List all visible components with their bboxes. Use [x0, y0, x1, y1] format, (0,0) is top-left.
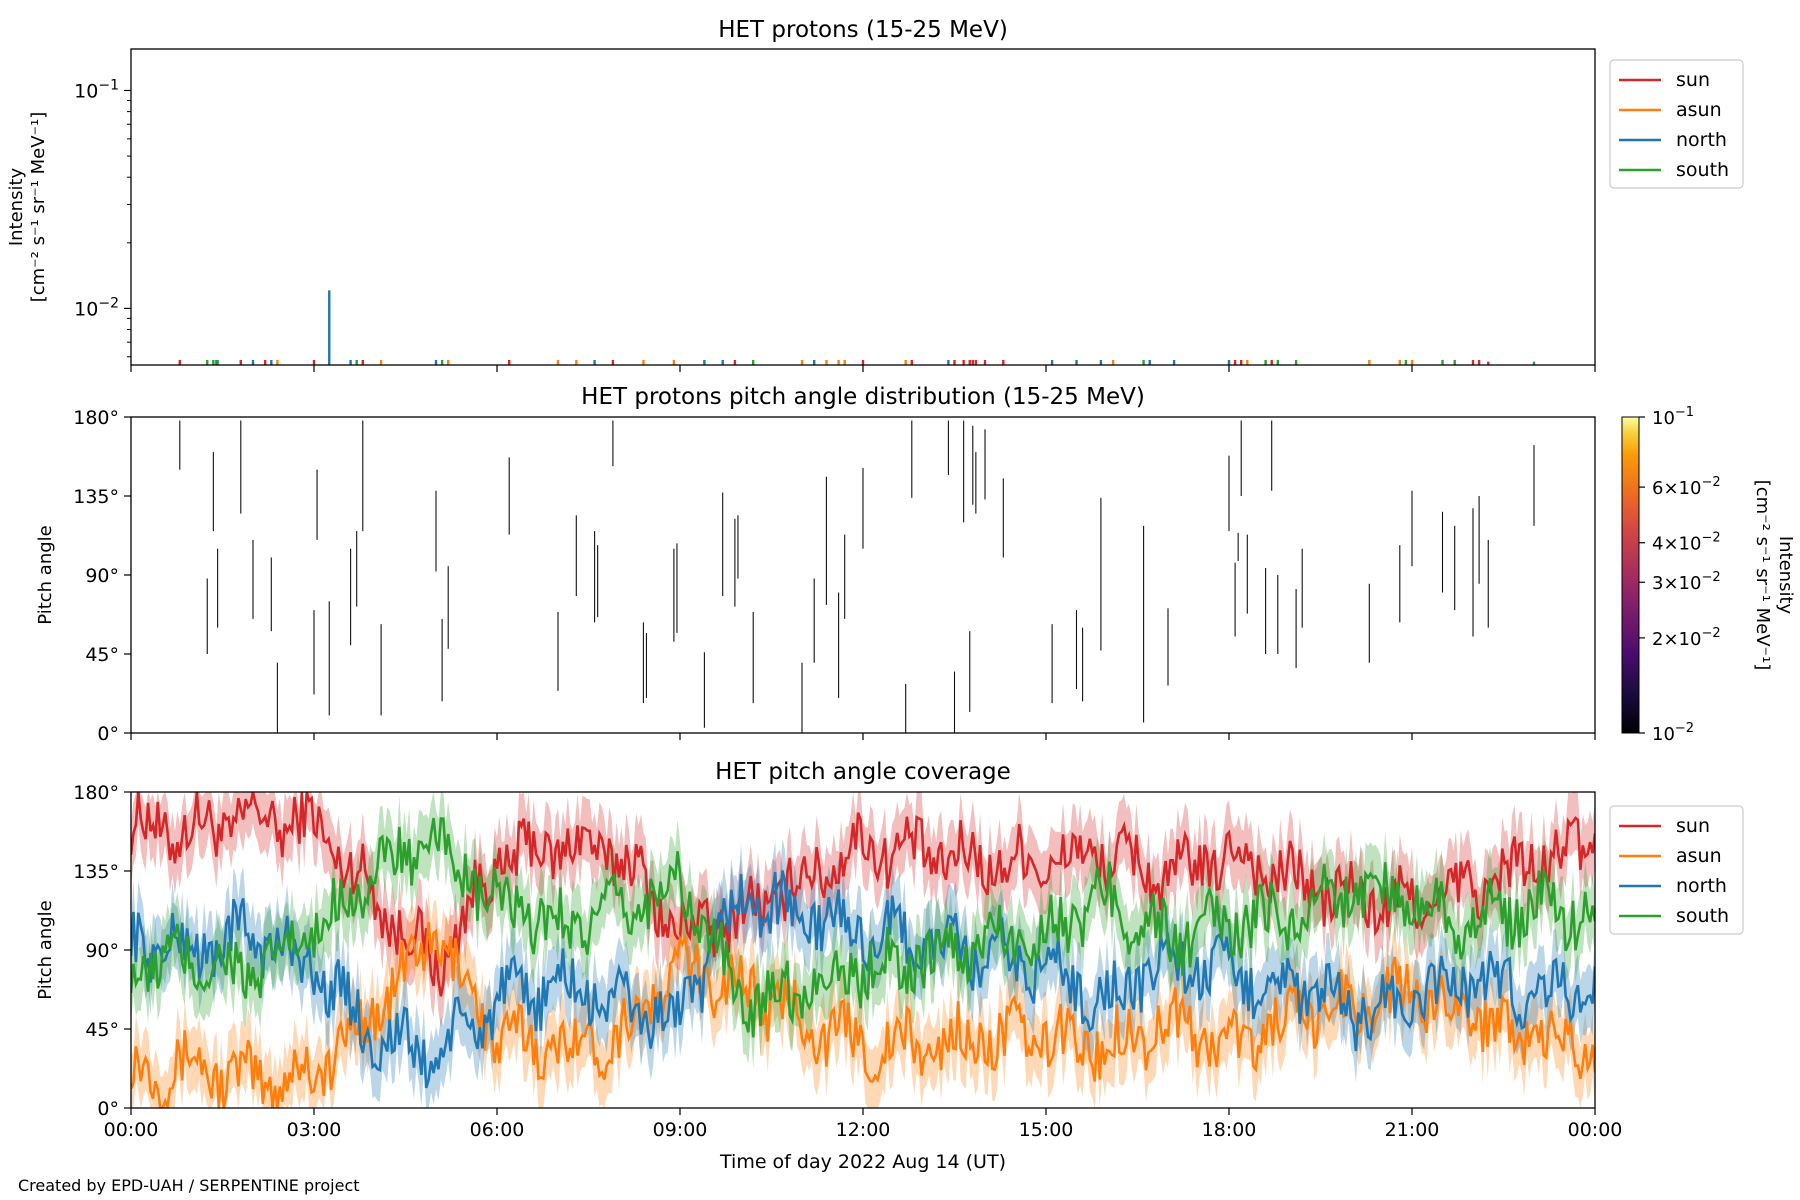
colorbar-label-line1: Intensity: [1775, 536, 1796, 615]
panel1-ylabel-line1: Intensity: [6, 167, 27, 246]
colorbar-tick-label: 4×10−2: [1652, 531, 1721, 555]
panel3-ylabel: Pitch angle: [35, 900, 56, 999]
coverage-line-north: [131, 870, 1595, 1089]
x-tick-label: 21:00: [1385, 1119, 1440, 1141]
y-tick-label: 45°: [85, 644, 119, 666]
y-tick-label: 0°: [97, 1098, 119, 1120]
panel1-title: HET protons (15-25 MeV): [718, 17, 1008, 43]
x-axis-label: Time of day 2022 Aug 14 (UT): [719, 1151, 1006, 1173]
y-tick-label: 90°: [85, 940, 119, 962]
colorbar-tick-label: 10−1: [1652, 405, 1694, 429]
x-tick-label: 15:00: [1019, 1119, 1074, 1141]
y-tick-label: 135°: [73, 861, 119, 883]
credit-footer: Created by EPD-UAH / SERPENTINE project: [18, 1176, 360, 1195]
panel-pad: HET protons pitch angle distribution (15…: [35, 384, 1796, 745]
colorbar-tick-label: 3×10−2: [1652, 570, 1721, 594]
legend-label-north: north: [1676, 875, 1727, 897]
legend-label-south: south: [1676, 905, 1729, 927]
panel1-ylabel-line2: [cm⁻² s⁻¹ sr⁻¹ MeV⁻¹]: [28, 112, 49, 303]
panel3-frame: [130, 791, 1596, 1109]
legend-label-asun: asun: [1676, 99, 1722, 121]
panel1-marks: [178, 290, 1536, 365]
coverage-line-asun: [131, 922, 1595, 1108]
panel1-frame: [130, 48, 1596, 366]
x-tick-label: 09:00: [653, 1119, 708, 1141]
panel1-axes: 10−2 10−1: [74, 77, 1596, 372]
panel-coverage: HET pitch angle coverage 00:00 03:00 06:00…: [35, 759, 1744, 1173]
panel2-marks: [179, 420, 1535, 733]
y-tick-label: 10−2: [74, 295, 119, 320]
colorbar-tick-label: 2×10−2: [1652, 626, 1721, 650]
legend-box: [1609, 59, 1744, 189]
y-tick-label: 135°: [73, 486, 119, 508]
x-tick-label: 12:00: [836, 1119, 891, 1141]
legend-label-sun: sun: [1676, 815, 1710, 837]
colorbar-tick-label: 10−2: [1652, 721, 1694, 745]
x-tick-label: 03:00: [287, 1119, 342, 1141]
panel2-axes: 0° 45° 90° 135° 180°: [73, 407, 1596, 745]
legend-label-sun: sun: [1676, 69, 1710, 91]
colorbar-ticks: 10−2 2×10−2 3×10−2 4×10−2 6×10−2 10−1: [1639, 405, 1721, 745]
x-tick-label: 00:00: [104, 1119, 159, 1141]
y-tick-label: 180°: [73, 782, 119, 804]
x-tick-label: 18:00: [1202, 1119, 1257, 1141]
panel3-title: HET pitch angle coverage: [715, 759, 1011, 785]
x-tick-label: 06:00: [470, 1119, 525, 1141]
panel2-frame: [130, 416, 1596, 734]
y-tick-label: 90°: [85, 565, 119, 587]
x-tick-label: 00:00: [1568, 1119, 1623, 1141]
y-tick-label: 10−1: [74, 77, 119, 102]
panel3-axes: 00:00 03:00 06:00 09:00 12:00 15:00 18:00 21:00…: [73, 782, 1622, 1141]
panel1-legend: sun asun north south: [1609, 59, 1744, 189]
legend-label-asun: asun: [1676, 845, 1722, 867]
coverage-band-sun: [131, 792, 1595, 1028]
y-tick-label: 0°: [97, 723, 119, 745]
colorbar: [1621, 416, 1640, 734]
y-tick-label: 45°: [85, 1019, 119, 1041]
panel2-ylabel: Pitch angle: [35, 525, 56, 624]
panel3-legend: sun asun north south: [1609, 805, 1744, 935]
colorbar-tick-label: 6×10−2: [1652, 475, 1721, 499]
panel3-marks: [131, 792, 1595, 1108]
coverage-line-south: [131, 817, 1595, 1038]
legend-box: [1609, 805, 1744, 935]
legend-label-north: north: [1676, 129, 1727, 151]
coverage-line-sun: [131, 792, 1595, 997]
legend-label-south: south: [1676, 159, 1729, 181]
y-tick-label: 180°: [73, 407, 119, 429]
colorbar-label-line2: [cm⁻² s⁻¹ sr⁻¹ MeV⁻¹]: [1752, 480, 1773, 671]
panel2-title: HET protons pitch angle distribution (15…: [581, 384, 1145, 410]
panel-intensity: HET protons (15-25 MeV) 10−2 10−1 Intensi…: [6, 17, 1744, 372]
